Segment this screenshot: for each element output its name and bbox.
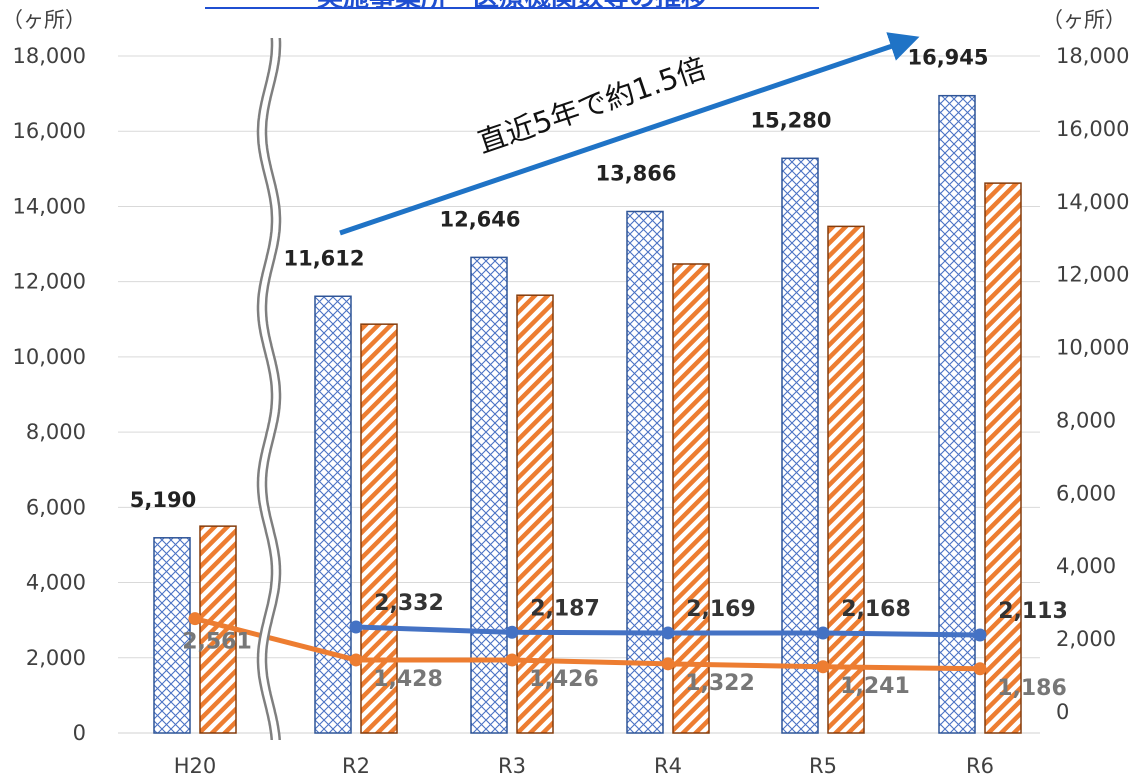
right-axis-unit: （ヶ所） <box>1042 8 1126 32</box>
bar-value-label: 15,280 <box>750 108 831 132</box>
left-axis-unit: （ヶ所） <box>2 8 86 32</box>
line-value-label: 2,187 <box>530 596 600 621</box>
left-tick-label: 14,000 <box>13 194 86 218</box>
bar-value-label: 13,866 <box>595 161 676 185</box>
chart-title: 実施事業所・医療機関数等の推移 <box>317 0 707 13</box>
bar-value-label: 16,945 <box>907 46 988 70</box>
line-value-label: 2,113 <box>998 599 1068 624</box>
bar <box>672 263 710 734</box>
right-tick-label: 10,000 <box>1056 336 1129 360</box>
bar <box>984 182 1022 734</box>
left-tick-label: 8,000 <box>26 420 86 444</box>
data-point <box>505 625 519 639</box>
data-point <box>816 660 830 674</box>
bar-labels: 5,190 11,612 12,646 13,866 15,280 16,945 <box>130 46 989 512</box>
data-point <box>349 620 363 634</box>
left-tick-label: 2,000 <box>26 646 86 670</box>
bar-value-label: 11,612 <box>283 246 364 270</box>
line-value-label: 2,168 <box>841 597 911 622</box>
category-axis: H20 R2 R3 R4 R5 R6 <box>174 754 994 778</box>
bar <box>781 157 819 734</box>
left-tick-label: 12,000 <box>13 270 86 294</box>
left-tick-label: 0 <box>73 721 86 745</box>
data-point <box>973 662 987 676</box>
growth-arrow <box>339 32 920 236</box>
line-value-label: 2,169 <box>686 597 756 622</box>
right-tick-label: 6,000 <box>1056 481 1116 505</box>
line-value-label: 1,426 <box>529 667 599 692</box>
line-series: 2,332 2,187 2,169 2,168 2,113 2,561 1,428 1,426… <box>182 591 1068 701</box>
category-label: R5 <box>809 754 837 778</box>
line-value-label: 2,332 <box>374 591 444 616</box>
right-tick-label: 8,000 <box>1056 408 1116 432</box>
right-tick-label: 4,000 <box>1056 554 1116 578</box>
growth-annotation: 直近5年で約1.5倍 <box>473 51 710 160</box>
data-point <box>816 626 830 640</box>
category-label: H20 <box>174 754 217 778</box>
left-tick-label: 18,000 <box>13 44 86 68</box>
left-tick-label: 10,000 <box>13 345 86 369</box>
left-tick-label: 6,000 <box>26 495 86 519</box>
bar <box>626 210 664 734</box>
bar <box>360 323 398 734</box>
bars <box>153 94 1022 734</box>
category-label: R6 <box>966 754 994 778</box>
right-tick-label: 18,000 <box>1056 44 1129 68</box>
bar <box>314 295 352 734</box>
line-value-label: 2,561 <box>182 630 252 655</box>
bar <box>938 94 976 734</box>
left-axis: 0 2,000 4,000 6,000 8,000 10,000 12,000 14,000 1… <box>13 44 86 745</box>
right-axis: 0 2,000 4,000 6,000 8,000 10,000 12,000 14,000 1… <box>1056 44 1129 724</box>
data-point <box>188 612 202 626</box>
right-tick-label: 16,000 <box>1056 117 1129 141</box>
line-value-label: 1,322 <box>685 671 755 696</box>
left-tick-label: 16,000 <box>13 119 86 143</box>
bar <box>470 256 508 734</box>
category-label: R2 <box>342 754 370 778</box>
bar-value-label: 5,190 <box>130 488 196 512</box>
data-point <box>661 626 675 640</box>
series-line <box>194 616 981 672</box>
axis-break-line-right <box>264 37 282 741</box>
bar <box>827 225 865 734</box>
data-point <box>505 653 519 667</box>
category-label: R3 <box>498 754 526 778</box>
axis-break-gap <box>258 38 280 740</box>
right-tick-label: 14,000 <box>1056 190 1129 214</box>
bar-value-label: 12,646 <box>439 207 520 231</box>
right-tick-label: 2,000 <box>1056 627 1116 651</box>
left-tick-label: 4,000 <box>26 571 86 595</box>
data-point <box>349 653 363 667</box>
line-value-label: 1,241 <box>840 674 910 699</box>
data-point <box>661 657 675 671</box>
data-point <box>973 628 987 642</box>
line-value-label: 1,186 <box>997 676 1067 701</box>
line-value-label: 1,428 <box>373 667 443 692</box>
right-tick-label: 0 <box>1056 700 1069 724</box>
right-tick-label: 12,000 <box>1056 263 1129 287</box>
axis-break <box>256 37 282 741</box>
axis-break-line-left <box>256 37 274 741</box>
category-label: R4 <box>654 754 682 778</box>
bar <box>153 537 191 734</box>
